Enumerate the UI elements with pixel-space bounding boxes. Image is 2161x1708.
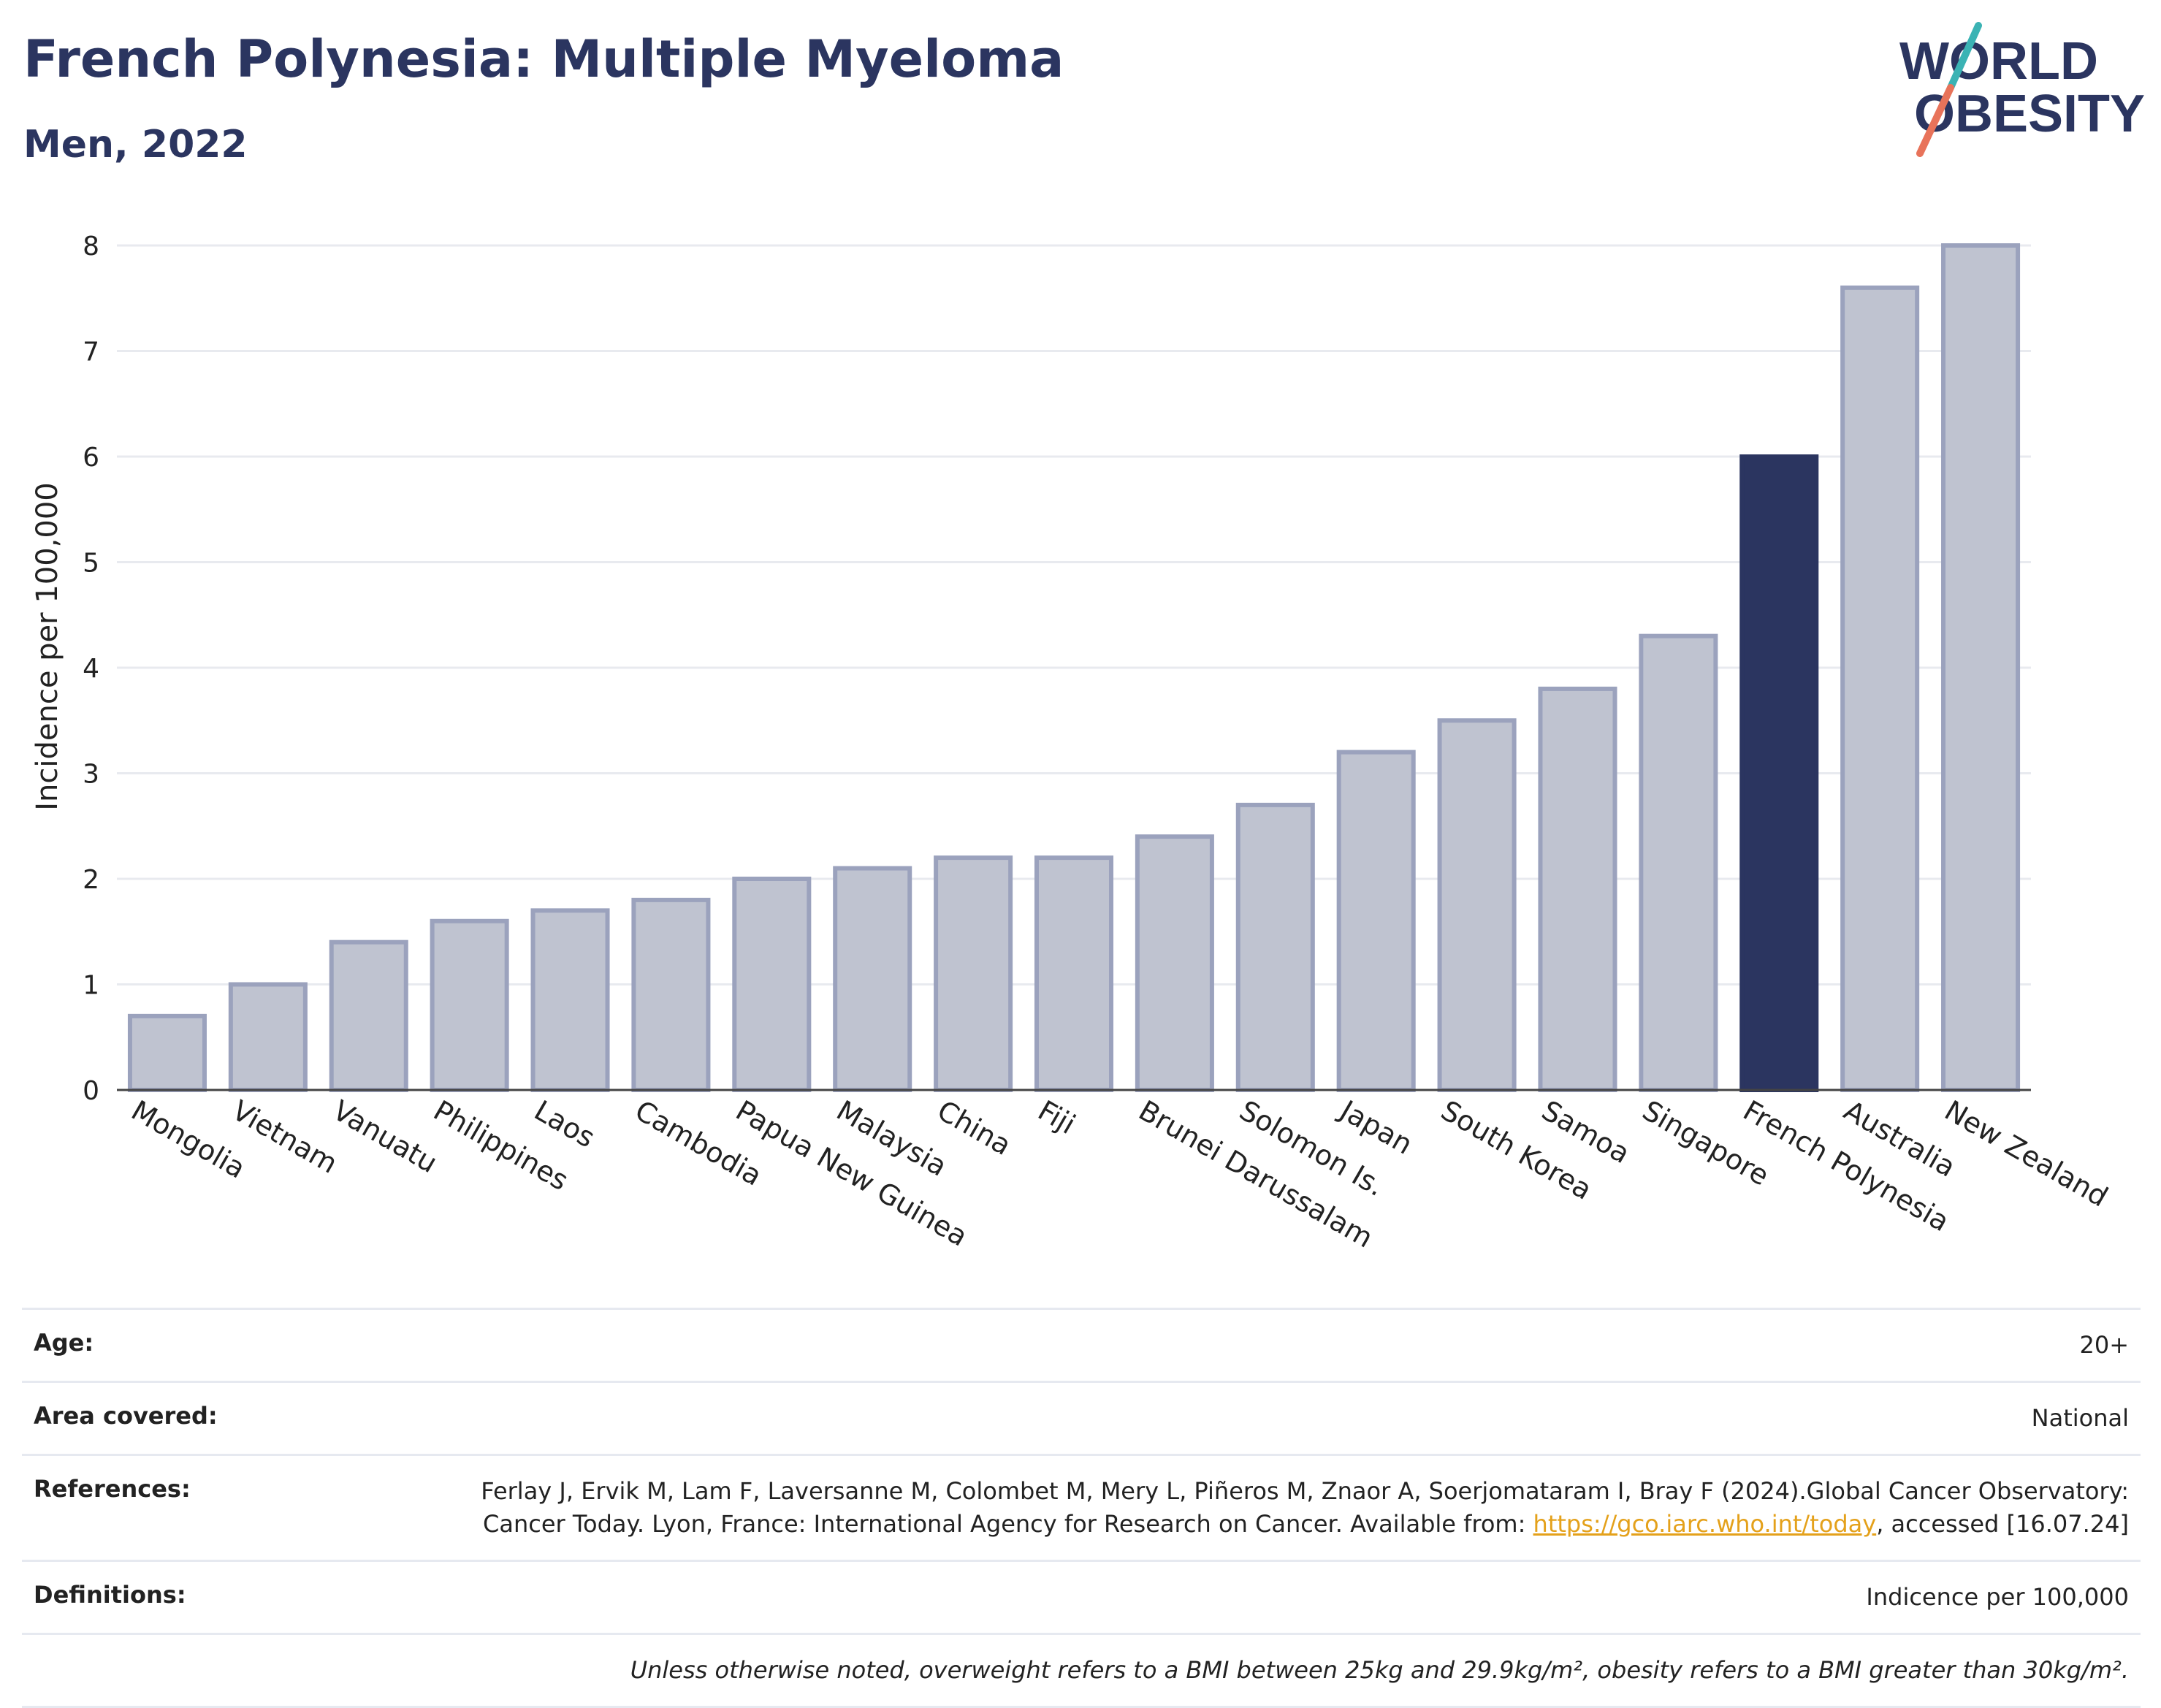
- y-tick-label: 3: [83, 760, 99, 790]
- bar-laos: [530, 908, 610, 1092]
- y-tick-label: 1: [83, 971, 99, 1001]
- meta-row-area: Area covered: National: [22, 1381, 2141, 1454]
- bar-malaysia: [833, 866, 912, 1093]
- area-value: National: [2031, 1404, 2129, 1432]
- y-axis-ticks: 0 1 2 3 4 5 6 7 8: [83, 232, 99, 1106]
- y-tick-label: 6: [83, 443, 99, 473]
- bar-fiji: [1034, 855, 1114, 1092]
- meta-row-definitions: Definitions: Indicence per 100,000: [22, 1560, 2141, 1633]
- age-value: 20+: [2079, 1331, 2129, 1359]
- world-obesity-logo: WORLD OBESITY: [1899, 22, 2145, 157]
- definitions-label: Definitions:: [34, 1581, 186, 1609]
- meta-row-age: Age: 20+: [22, 1308, 2141, 1381]
- age-label: Age:: [34, 1329, 94, 1357]
- references-accessed: , accessed [16.07.24]: [1876, 1510, 2129, 1538]
- definitions-value: Indicence per 100,000: [1866, 1583, 2129, 1611]
- x-tick-label: Laos: [529, 1094, 601, 1154]
- bar-south-korea: [1437, 718, 1517, 1092]
- y-tick-label: 0: [83, 1076, 99, 1106]
- bmi-note: Unless otherwise noted, overweight refer…: [630, 1656, 2129, 1684]
- references-text: Ferlay J, Ervik M, Lam F, Laversanne M, …: [481, 1477, 2129, 1538]
- meta-row-references: References: Ferlay J, Ervik M, Lam F, La…: [22, 1454, 2141, 1560]
- x-tick-label: New Zealand: [1940, 1094, 2114, 1213]
- bar-australia: [1840, 285, 1920, 1092]
- bar-japan: [1336, 750, 1416, 1092]
- y-tick-label: 4: [83, 654, 99, 684]
- chart-title: French Polynesia: Multiple Myeloma: [23, 29, 1064, 89]
- x-tick-label: Fiji: [1033, 1094, 1081, 1140]
- y-tick-label: 5: [83, 549, 99, 579]
- metadata-table: Age: 20+ Area covered: National Referenc…: [22, 1308, 2141, 1708]
- y-tick-label: 7: [83, 338, 99, 367]
- x-tick-label: Vanuatu: [327, 1094, 443, 1179]
- bar-mongolia: [127, 1013, 207, 1092]
- y-tick-label: 2: [83, 865, 99, 895]
- bar-vietnam: [228, 982, 308, 1092]
- bar-vanuatu: [329, 939, 408, 1092]
- bar-french-polynesia: [1739, 454, 1819, 1092]
- bar-papua-new-guinea: [732, 877, 812, 1092]
- chart-subtitle: Men, 2022: [23, 123, 248, 167]
- y-tick-label: 8: [83, 232, 99, 262]
- bar-cambodia: [631, 897, 711, 1093]
- bar-philippines: [430, 918, 509, 1093]
- bar-chart: 0 1 2 3 4 5 6 7 8 MongoliaVietnamVanuatuPhilippi…: [31, 232, 2114, 1254]
- bar-samoa: [1538, 686, 1617, 1092]
- logo-word-obesity: OBESITY: [1914, 85, 2145, 143]
- area-label: Area covered:: [34, 1402, 218, 1430]
- x-tick-label: Mongolia: [126, 1094, 251, 1185]
- bar-solomon-is: [1235, 802, 1315, 1092]
- references-label: References:: [34, 1475, 191, 1503]
- bar-singapore: [1639, 633, 1718, 1092]
- logo-word-world: WORLD: [1899, 32, 2098, 91]
- y-axis-label: Incidence per 100,000: [31, 482, 64, 811]
- bars: [127, 243, 2021, 1093]
- meta-row-note: Unless otherwise noted, overweight refer…: [22, 1633, 2141, 1708]
- bar-china: [934, 855, 1013, 1092]
- references-link[interactable]: https://gco.iarc.who.int/today: [1533, 1510, 1877, 1538]
- references-value: Ferlay J, Ervik M, Lam F, Laversanne M, …: [412, 1475, 2129, 1541]
- bar-brunei-darussalam: [1135, 834, 1214, 1092]
- bar-new-zealand: [1941, 243, 2021, 1092]
